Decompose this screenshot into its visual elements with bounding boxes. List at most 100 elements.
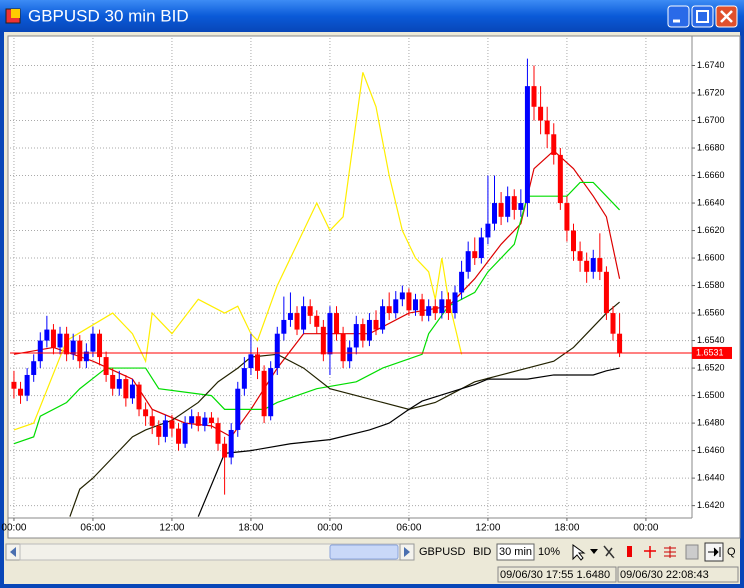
zoom-label[interactable]: 10% (538, 546, 560, 558)
candle-body (531, 86, 537, 107)
candle-body (18, 388, 24, 396)
candle-body (610, 313, 616, 334)
candle-body (439, 299, 445, 314)
candle-body (465, 251, 471, 272)
candle-body (149, 416, 155, 426)
draw-tool[interactable] (603, 545, 615, 559)
candle-body (129, 384, 135, 399)
minimize-button[interactable] (667, 5, 690, 28)
candle-body (590, 258, 596, 272)
candle-body (169, 420, 175, 429)
dropdown-arrow[interactable] (590, 549, 598, 554)
candle-body (241, 368, 247, 389)
price-tag (692, 346, 732, 359)
period-label[interactable]: 30 min (499, 546, 532, 558)
y-tick-label: 1.6500 (697, 390, 725, 400)
candle-body (406, 292, 412, 311)
quote-button[interactable]: Q (727, 546, 736, 558)
y-tick-label: 1.6680 (697, 142, 725, 152)
candle-body (505, 196, 511, 217)
indicator-line (69, 301, 620, 517)
candle-body (110, 374, 116, 389)
candle-body (57, 333, 63, 348)
scroll-thumb[interactable] (329, 544, 399, 560)
candle-body (492, 203, 498, 224)
y-tick-label: 1.6460 (697, 445, 725, 455)
indicator-line (13, 181, 621, 445)
window-title: GBPUSD 30 min BID (28, 6, 189, 25)
y-tick-label: 1.6640 (697, 197, 725, 207)
candle-body (261, 370, 267, 417)
lines-tool[interactable] (664, 546, 676, 558)
y-tick-label: 1.6600 (697, 252, 725, 262)
candle-body (557, 154, 563, 204)
period-box[interactable] (496, 543, 535, 561)
x-tick-label: 00:00 (317, 523, 342, 534)
candle-body (294, 313, 300, 330)
status-time: 09/06/30 22:08:43 (620, 569, 709, 581)
y-tick-label: 1.6580 (697, 280, 725, 290)
chart-pane[interactable] (7, 35, 741, 539)
candle-tool[interactable] (627, 546, 632, 557)
scroll-left-icon (10, 547, 16, 557)
candle-body (195, 416, 201, 426)
x-tick-label: 00:00 (1, 523, 26, 534)
app-icon-part (11, 9, 20, 18)
goto-end-icon (708, 547, 721, 557)
x-tick-label: 18:00 (554, 523, 579, 534)
candle-body (189, 416, 195, 424)
candle-body (255, 354, 261, 371)
candle-body (360, 324, 366, 341)
candle-body (274, 333, 280, 369)
y-tick-label: 1.6480 (697, 417, 725, 427)
candle-body (202, 417, 208, 426)
candle-body (413, 299, 419, 311)
candle-body (380, 306, 386, 330)
cross-tool[interactable] (644, 546, 656, 558)
y-tick-label: 1.6740 (697, 60, 725, 70)
y-tick-label: 1.6700 (697, 115, 725, 125)
candle-body (90, 333, 96, 352)
candle-body (268, 368, 274, 417)
candle-body (478, 237, 484, 259)
candle-body (222, 443, 228, 458)
candle-body (603, 271, 609, 314)
price-tag-label: 1.6531 (696, 347, 724, 357)
candle-body (366, 319, 372, 341)
candle-body (327, 313, 333, 355)
candle-body (24, 374, 30, 396)
y-tick-label: 1.6520 (697, 362, 725, 372)
panel-tool[interactable] (685, 544, 699, 560)
candle-body (162, 420, 168, 437)
candle-body (617, 333, 623, 353)
title-bar (0, 0, 744, 32)
candle-body (314, 315, 320, 327)
candle-body (97, 333, 103, 358)
candle-body (70, 340, 76, 355)
candle-body (373, 319, 379, 330)
y-tick-label: 1.6620 (697, 225, 725, 235)
y-tick-label: 1.6720 (697, 87, 725, 97)
candle-body (156, 425, 162, 437)
y-tick-label: 1.6660 (697, 170, 725, 180)
candle-body (511, 196, 517, 210)
x-tick-label: 18:00 (238, 523, 263, 534)
candle-body (498, 203, 504, 217)
indicator-line (13, 149, 621, 438)
x-tick-label: 12:00 (159, 523, 184, 534)
candle-body (386, 306, 392, 314)
candle-body (123, 379, 129, 399)
cursor-tool[interactable] (572, 544, 586, 561)
x-tick-label: 06:00 (396, 523, 421, 534)
candle-body (353, 324, 359, 348)
side-label: BID (473, 546, 491, 558)
x-tick-label: 06:00 (80, 523, 105, 534)
candle-body (472, 251, 478, 259)
candle-body (77, 340, 83, 362)
indicator-line (197, 367, 620, 517)
candle-body (182, 423, 188, 444)
candle-body (571, 230, 577, 252)
maximize-button[interactable] (691, 5, 714, 28)
candle-body (564, 203, 570, 231)
candle-body (37, 340, 43, 362)
